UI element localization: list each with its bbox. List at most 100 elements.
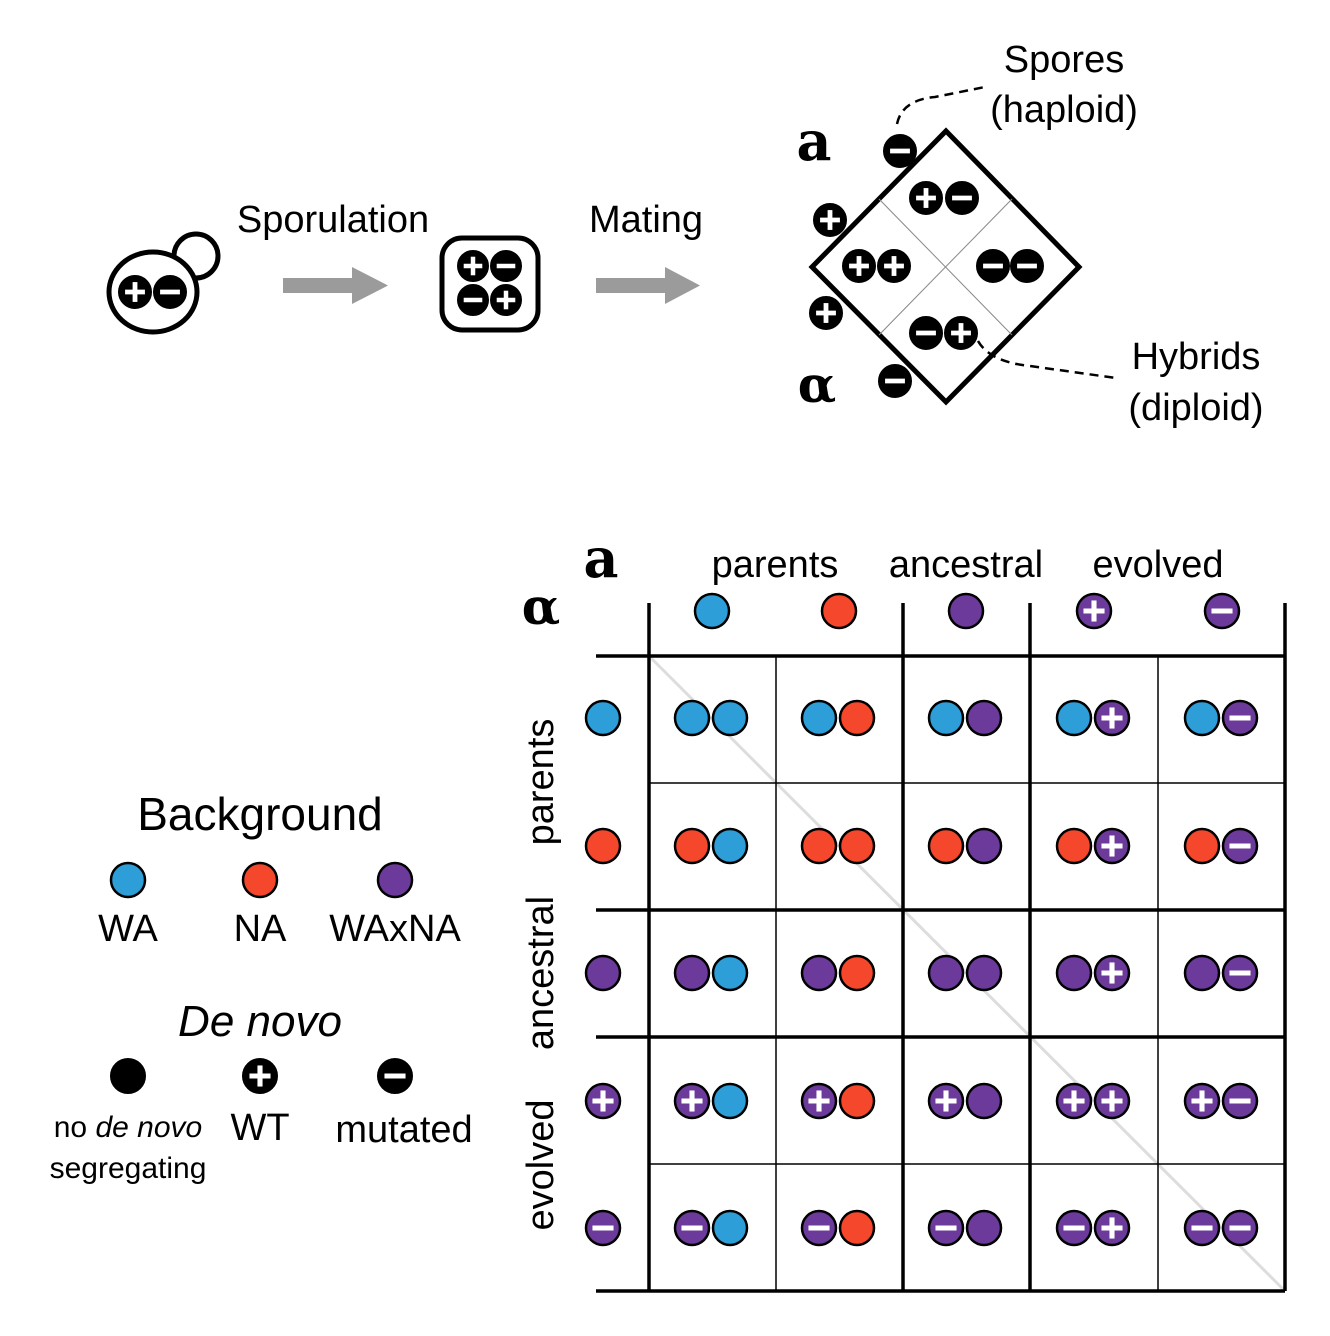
a-parent-genotype (711, 1209, 749, 1247)
a-parent-genotype (838, 1209, 876, 1247)
row-group-parents: parents (520, 719, 562, 846)
cross-cell (1183, 954, 1259, 992)
matrix-corner-a: a (584, 526, 619, 590)
row-header-genotype (584, 827, 622, 865)
matrix-grid-lines (596, 603, 1287, 1293)
alpha-parent-genotype (1055, 1209, 1093, 1247)
legend-hybrid-swatch (376, 861, 414, 899)
a-parent-genotype (965, 954, 1003, 992)
genotype-ball (909, 181, 943, 215)
cross-cell (927, 1082, 1003, 1120)
genotype-ball (809, 296, 843, 330)
spores-label-line2: (haploid) (990, 89, 1138, 131)
a-parent-genotype (711, 827, 749, 865)
alpha-parent-genotype (673, 1082, 711, 1120)
alpha-parent-genotype (800, 1209, 838, 1247)
legend-wa-label: WA (98, 908, 158, 950)
cross-cell (1183, 699, 1259, 737)
legend-de-novo-title: De novo (178, 997, 342, 1046)
alpha-parent-genotype (927, 699, 965, 737)
alpha-parent-genotype (1183, 954, 1221, 992)
genotype-ball (878, 364, 912, 398)
column-header-genotype (693, 592, 731, 630)
spores-callout-line (895, 85, 986, 125)
cross-cell (1055, 1209, 1131, 1247)
a-parent-genotype (1221, 1209, 1259, 1247)
hybrid-right (976, 249, 1044, 283)
a-parent-genotype (838, 954, 876, 992)
cross-cell (673, 954, 749, 992)
spores-a (813, 134, 917, 237)
legend-no-de-novo-swatch (110, 1058, 146, 1094)
cross-cell (800, 954, 876, 992)
alpha-parent-genotype (927, 827, 965, 865)
genotype-ball (877, 249, 911, 283)
legend-na-label: NA (234, 908, 287, 950)
legend-wa-swatch (109, 861, 147, 899)
legend-no-de-novo-label-line1: no de novo (54, 1111, 202, 1144)
genotype-ball (118, 275, 152, 309)
alpha-parent-genotype (1183, 827, 1221, 865)
alpha-parent-genotype (673, 699, 711, 737)
cross-cell (927, 827, 1003, 865)
a-parent-genotype (1221, 827, 1259, 865)
a-parent-genotype (838, 827, 876, 865)
cross-cell (800, 1209, 876, 1247)
a-parent-genotype (711, 954, 749, 992)
genotype-ball (842, 249, 876, 283)
a-parent-genotype (965, 699, 1003, 737)
alpha-parent-genotype (1055, 1082, 1093, 1120)
cross-cell (1183, 1082, 1259, 1120)
hybrids-callout-line (976, 340, 1117, 380)
cross-cell (1183, 1209, 1259, 1247)
col-group-evolved: evolved (1093, 544, 1224, 586)
row-group-evolved: evolved (520, 1100, 562, 1231)
legend-mutated-swatch (377, 1058, 413, 1094)
alpha-parent-genotype (927, 954, 965, 992)
a-parent-genotype (965, 827, 1003, 865)
alpha-parent-genotype (673, 1209, 711, 1247)
cross-cell (1055, 827, 1131, 865)
a-parent-genotype (1093, 827, 1131, 865)
alpha-parent-genotype (1055, 954, 1093, 992)
legend-wt-swatch (242, 1058, 278, 1094)
mating-label: Mating (589, 199, 703, 241)
alpha-parent-genotype (800, 827, 838, 865)
cross-cell (800, 827, 876, 865)
mating-diamond (808, 127, 1083, 406)
a-parent-genotype (1093, 1209, 1131, 1247)
alpha-parent-genotype (1183, 1082, 1221, 1120)
a-parent-genotype (711, 1082, 749, 1120)
cross-cell (673, 1082, 749, 1120)
hybrids-label-line2: (diploid) (1128, 387, 1263, 429)
cross-cell (673, 699, 749, 737)
cross-cell (927, 954, 1003, 992)
row-header-genotype (584, 954, 622, 992)
hybrid-bottom (909, 316, 978, 350)
cross-cell (673, 1209, 749, 1247)
row-header-genotype (584, 699, 622, 737)
genotype-ball (457, 284, 489, 316)
sporulation-arrow (283, 267, 388, 304)
alpha-parent-genotype (1055, 827, 1093, 865)
genotype-ball (1010, 249, 1044, 283)
mating-arrow (596, 267, 700, 304)
cross-matrix: a α parents ancestral evolved parents an… (520, 526, 1287, 1293)
genotype-ball (490, 284, 522, 316)
genotype-ball (944, 316, 978, 350)
row-header-genotype (584, 1209, 622, 1247)
genotype-ball (457, 250, 489, 282)
genotype-ball (945, 181, 979, 215)
column-header-genotype (947, 592, 985, 630)
legend-hybrid-label: WAxNA (329, 908, 461, 950)
a-parent-genotype (1221, 699, 1259, 737)
a-parent-genotype (1221, 954, 1259, 992)
cross-cell (1055, 954, 1131, 992)
genotype-ball (909, 316, 943, 350)
mating-type-alpha-label: α (798, 355, 836, 414)
alpha-parent-genotype (800, 954, 838, 992)
spores-alpha (809, 296, 912, 398)
a-parent-genotype (1093, 1082, 1131, 1120)
a-parent-genotype (711, 699, 749, 737)
